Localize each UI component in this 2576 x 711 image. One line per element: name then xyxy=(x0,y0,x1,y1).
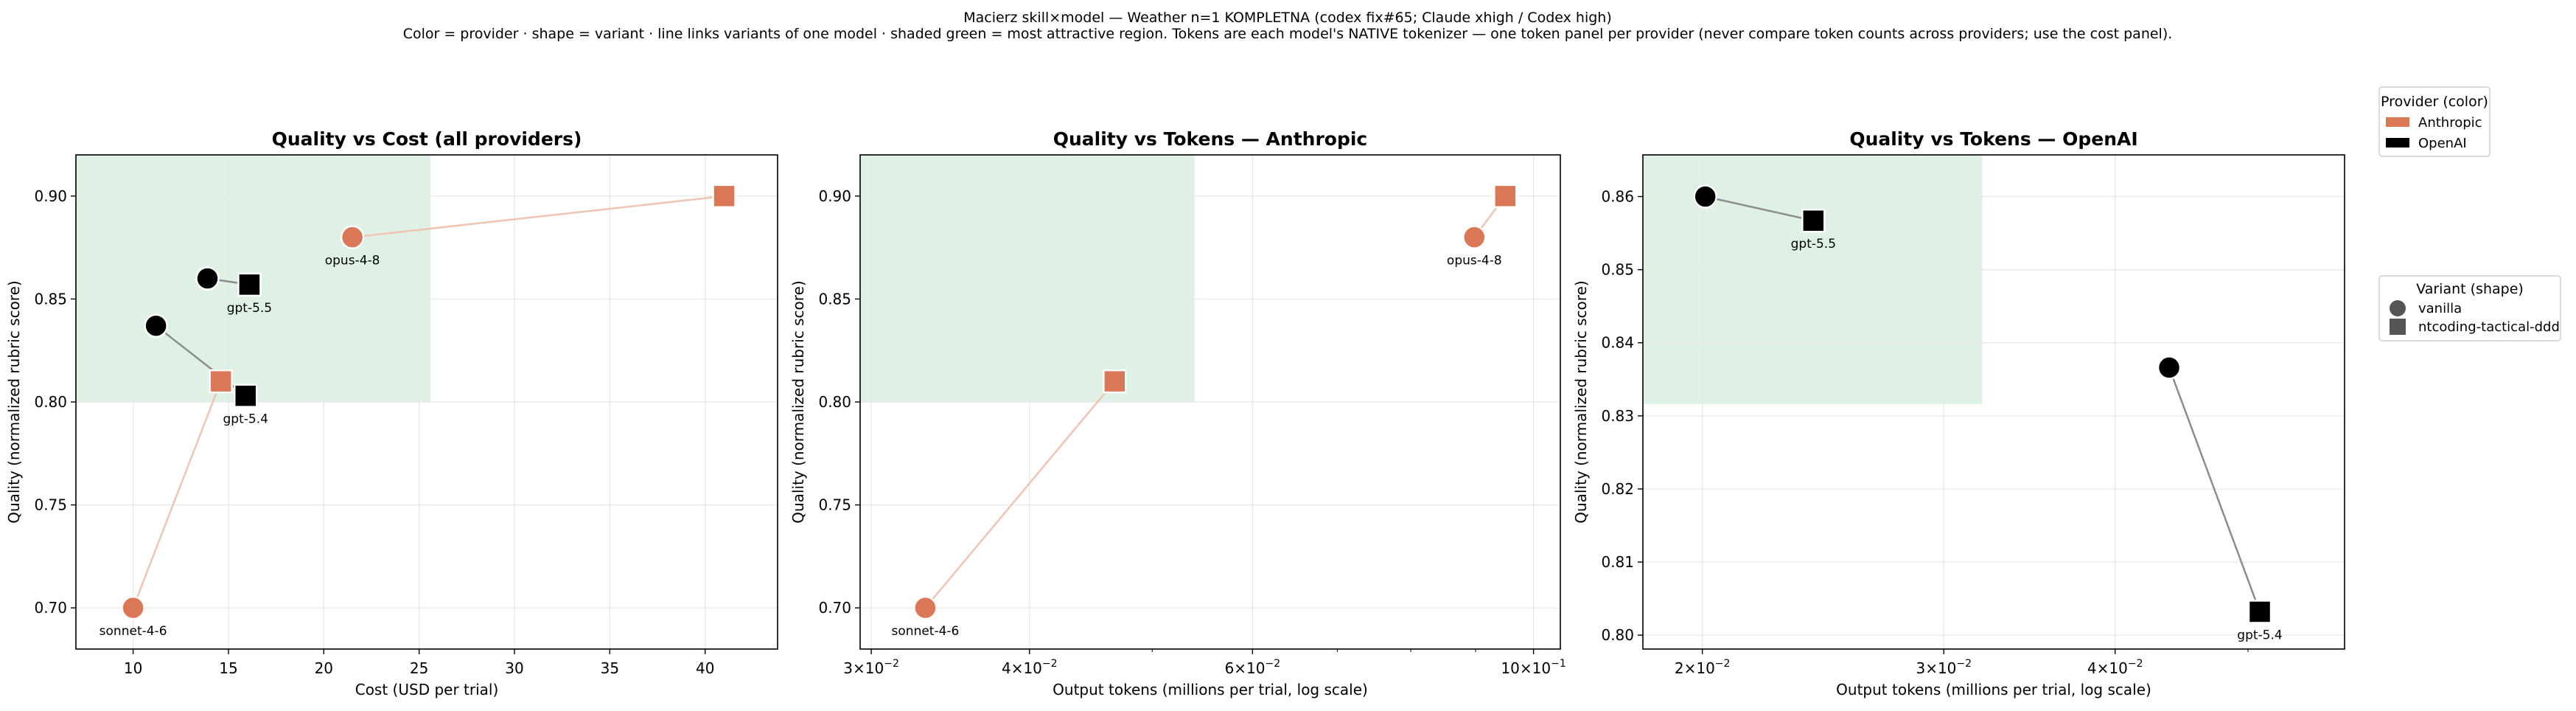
y-tick-label: 0.81 xyxy=(1601,553,1634,571)
axes-frame xyxy=(1642,154,2345,650)
x-tick-label: 35 xyxy=(601,659,619,677)
x-axis-label: Output tokens (millions per trial, log s… xyxy=(1836,681,2151,698)
y-tick-label: 0.70 xyxy=(818,599,851,617)
point-label-gpt-5-5: gpt-5.5 xyxy=(1791,237,1836,252)
y-tick-label: 0.75 xyxy=(818,496,851,514)
point-gpt-5-5-vanilla xyxy=(195,266,220,291)
point-opus-4-8-ntcoding-tactical-ddd xyxy=(712,184,736,209)
point-gpt-5-5-ntcoding-tactical-ddd xyxy=(1801,208,1826,233)
panel-quality-vs-tokens-openai: gpt-5.5 gpt-5.4 2×10−2 3×10−2 4×10−2 0.80 0.81… xyxy=(1572,128,2345,698)
y-tick-label: 0.80 xyxy=(1601,626,1634,644)
shaded-attractive-region xyxy=(860,155,1195,402)
point-opus-4-8-vanilla xyxy=(1462,225,1487,249)
point-label-sonnet-4-6: sonnet-4-6 xyxy=(100,624,167,639)
x-tick-label: 6×10−2 xyxy=(1225,658,1281,677)
x-tick-label: 40 xyxy=(696,659,714,677)
y-tick-label: 0.83 xyxy=(1601,407,1634,425)
legend-provider: Provider (color) Anthropic OpenAI xyxy=(2378,86,2491,157)
legend-variant-label-ntcoding: ntcoding-tactical-ddd xyxy=(2418,319,2560,335)
x-tick-label: 20 xyxy=(315,659,333,677)
x-tick-label: 2×10−2 xyxy=(1675,658,1731,677)
legend-variant-frame xyxy=(2378,275,2561,341)
x-tick-label: 10 xyxy=(124,659,142,677)
x-tick-label: 4×10−2 xyxy=(1002,658,1058,677)
y-tick-label: 0.84 xyxy=(1601,334,1634,352)
suptitle-line-1: Macierz skill×model — Weather n=1 KOMPLE… xyxy=(963,10,1612,26)
panel-title: Quality vs Tokens — Anthropic xyxy=(1053,128,1367,150)
suptitle-line-2: Color = provider · shape = variant · lin… xyxy=(403,26,2173,42)
legend-variant-title: Variant (shape) xyxy=(2416,281,2524,297)
panel-quality-vs-tokens-anthropic: sonnet-4-6 opus-4-8 3×10−2 4×10−2 6×10−2 10×1… xyxy=(789,128,1566,698)
x-axis-label: Cost (USD per trial) xyxy=(355,681,499,698)
legend-provider-title: Provider (color) xyxy=(2381,94,2488,110)
point-gpt-5-4-ntcoding-tactical-ddd xyxy=(233,384,258,408)
x-axis-label: Output tokens (millions per trial, log s… xyxy=(1053,681,1368,698)
legend-provider-label-anthropic: Anthropic xyxy=(2418,115,2482,131)
point-sonnet-4-6-vanilla xyxy=(121,595,145,620)
y-axis-label: Quality (normalized rubric score) xyxy=(789,280,807,523)
y-tick-label: 0.82 xyxy=(1601,480,1634,498)
point-sonnet-4-6-vanilla xyxy=(913,595,938,620)
point-gpt-5-4-ntcoding-tactical-ddd xyxy=(2247,600,2272,624)
point-label-gpt-5-4: gpt-5.4 xyxy=(223,412,268,427)
y-tick-label: 0.75 xyxy=(34,496,67,514)
model-link-sonnet-4-6 xyxy=(132,381,222,608)
point-gpt-5-4-vanilla xyxy=(2157,356,2182,380)
point-gpt-5-4-vanilla xyxy=(144,313,168,338)
point-label-gpt-5-5: gpt-5.5 xyxy=(227,301,272,316)
y-tick-label: 0.90 xyxy=(818,187,851,205)
point-label-gpt-5-4: gpt-5.4 xyxy=(2237,628,2282,642)
point-sonnet-4-6-ntcoding-tactical-ddd xyxy=(209,369,233,394)
y-tick-label: 0.70 xyxy=(34,599,67,617)
point-label-opus-4-8: opus-4-8 xyxy=(325,254,380,268)
model-link-sonnet-4-6 xyxy=(924,381,1116,608)
x-tick-label: 10×10−1 xyxy=(1501,658,1566,677)
x-tick-label: 30 xyxy=(505,659,523,677)
model-link-gpt-5-5 xyxy=(1705,195,1814,222)
x-tick-label: 25 xyxy=(410,659,428,677)
y-tick-label: 0.80 xyxy=(34,393,67,411)
shaded-attractive-region xyxy=(1643,155,1983,404)
model-link-gpt-5-4 xyxy=(2168,367,2261,612)
legend-variant-square-marker xyxy=(2390,319,2406,335)
point-opus-4-8-ntcoding-tactical-ddd xyxy=(1493,184,1518,209)
legend-variant: Variant (shape) vanilla ntcoding-tactica… xyxy=(2378,275,2561,341)
y-axis-label: Quality (normalized rubric score) xyxy=(5,280,23,523)
x-tick-label: 3×10−2 xyxy=(1916,658,1972,677)
legend-variant-label-vanilla: vanilla xyxy=(2418,301,2462,316)
point-gpt-5-5-ntcoding-tactical-ddd xyxy=(237,272,262,297)
y-tick-label: 0.90 xyxy=(34,187,67,205)
point-label-sonnet-4-6: sonnet-4-6 xyxy=(892,624,960,639)
legend-provider-swatch-anthropic xyxy=(2386,117,2409,127)
x-tick-label: 4×10−2 xyxy=(2087,658,2143,677)
x-tick-label: 3×10−2 xyxy=(843,658,899,677)
x-tick-label: 15 xyxy=(219,659,237,677)
panel-quality-vs-cost: sonnet-4-6 opus-4-8 gpt-5.5 gpt-5.4 10 15 20 25… xyxy=(5,128,778,698)
legend-variant-circle-marker xyxy=(2390,300,2406,316)
model-link-opus-4-8 xyxy=(352,195,725,238)
y-tick-label: 0.86 xyxy=(1601,187,1634,205)
legend-provider-label-openai: OpenAI xyxy=(2418,136,2467,151)
panel-title: Quality vs Tokens — OpenAI xyxy=(1849,128,2137,150)
y-tick-label: 0.80 xyxy=(818,393,851,411)
y-tick-label: 0.85 xyxy=(34,290,67,308)
y-tick-label: 0.85 xyxy=(1601,261,1634,279)
point-opus-4-8-vanilla xyxy=(340,225,365,249)
point-sonnet-4-6-ntcoding-tactical-ddd xyxy=(1103,369,1127,394)
point-label-opus-4-8: opus-4-8 xyxy=(1447,254,1502,268)
y-tick-label: 0.85 xyxy=(818,290,851,308)
legend-provider-swatch-openai xyxy=(2386,138,2409,148)
y-axis-label: Quality (normalized rubric score) xyxy=(1572,280,1590,523)
panel-title: Quality vs Cost (all providers) xyxy=(272,128,582,150)
point-gpt-5-5-vanilla xyxy=(1693,184,1717,209)
